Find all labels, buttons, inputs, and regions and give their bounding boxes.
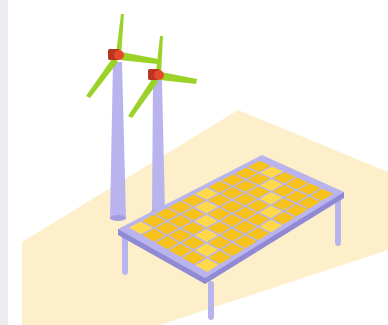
- turbine-hub-right: [148, 69, 164, 80]
- solar-cell: [195, 243, 219, 257]
- solar-cell: [298, 183, 321, 195]
- solar-cell: [233, 193, 257, 206]
- solar-cell: [221, 174, 245, 186]
- solar-cell: [155, 236, 179, 250]
- solar-cell: [168, 229, 192, 242]
- solar-cell: [298, 196, 321, 209]
- solar-cell: [207, 221, 231, 235]
- solar-cell: [181, 222, 205, 235]
- solar-cell: [129, 221, 153, 235]
- solar-cell: [259, 219, 283, 233]
- solar-cell: [195, 187, 218, 200]
- solar-cell: [273, 172, 296, 184]
- turbine-blade-left-down: [86, 56, 118, 98]
- solar-cell: [259, 205, 283, 219]
- solar-cell: [207, 207, 231, 220]
- solar-cell: [168, 215, 192, 228]
- solar-cell: [195, 258, 219, 272]
- solar-cell: [247, 186, 270, 198]
- solar-cell: [247, 173, 270, 185]
- solar-cell: [194, 201, 218, 214]
- solar-cell: [246, 213, 270, 226]
- turbine-hub-left: [108, 49, 124, 60]
- solar-cell: [181, 208, 205, 221]
- solar-cell: [142, 228, 166, 242]
- solar-cell: [285, 190, 308, 203]
- solar-cell: [182, 236, 205, 250]
- solar-cell: [182, 251, 206, 265]
- solar-cell: [234, 180, 257, 192]
- turbine-base-left: [110, 215, 126, 221]
- solar-cell: [234, 235, 257, 249]
- solar-cell: [169, 243, 193, 257]
- solar-cell: [234, 167, 258, 179]
- turbine-blade-right-up: [156, 36, 163, 74]
- solar-cell: [155, 208, 179, 221]
- solar-panel: [118, 155, 344, 320]
- solar-cell: [246, 227, 270, 241]
- turbine-blade-right-down: [128, 76, 158, 118]
- solar-cell: [208, 194, 231, 207]
- solar-cell: [221, 243, 244, 257]
- solar-panel-cells: [129, 160, 333, 272]
- solar-cell: [285, 177, 308, 190]
- solar-cell: [260, 166, 283, 178]
- turbine-tower-left: [110, 62, 126, 218]
- solar-cell: [155, 222, 179, 235]
- solar-cell: [220, 200, 244, 213]
- solar-cell: [221, 187, 244, 199]
- solar-cell: [233, 220, 257, 234]
- solar-cell: [272, 185, 296, 197]
- turbine-blade-left-up: [116, 14, 124, 56]
- solar-cell: [220, 214, 244, 227]
- turbine-blade-left-right: [120, 52, 158, 64]
- solar-cell: [142, 214, 166, 228]
- solar-cell: [208, 181, 232, 193]
- solar-cell: [272, 198, 295, 211]
- solar-cell: [194, 229, 218, 242]
- solar-cell: [208, 250, 232, 264]
- left-edge-strip: [0, 0, 8, 325]
- solar-panel-frame-edge: [118, 192, 344, 284]
- solar-cell: [285, 204, 308, 217]
- solar-cell: [310, 188, 333, 201]
- wind-turbine-left: [86, 14, 158, 221]
- solar-cell: [221, 228, 244, 242]
- solar-cell: [194, 214, 218, 228]
- solar-cell: [233, 207, 257, 220]
- solar-cell: [272, 212, 295, 225]
- solar-cell: [181, 194, 205, 207]
- solar-cell: [246, 199, 270, 212]
- solar-cell: [260, 179, 283, 191]
- solar-cell: [259, 192, 283, 205]
- solar-cell: [247, 160, 271, 172]
- turbine-blade-right-right: [160, 72, 197, 84]
- turbine-tower-right: [152, 80, 165, 212]
- solar-cell: [168, 201, 192, 214]
- solar-cell: [208, 236, 231, 249]
